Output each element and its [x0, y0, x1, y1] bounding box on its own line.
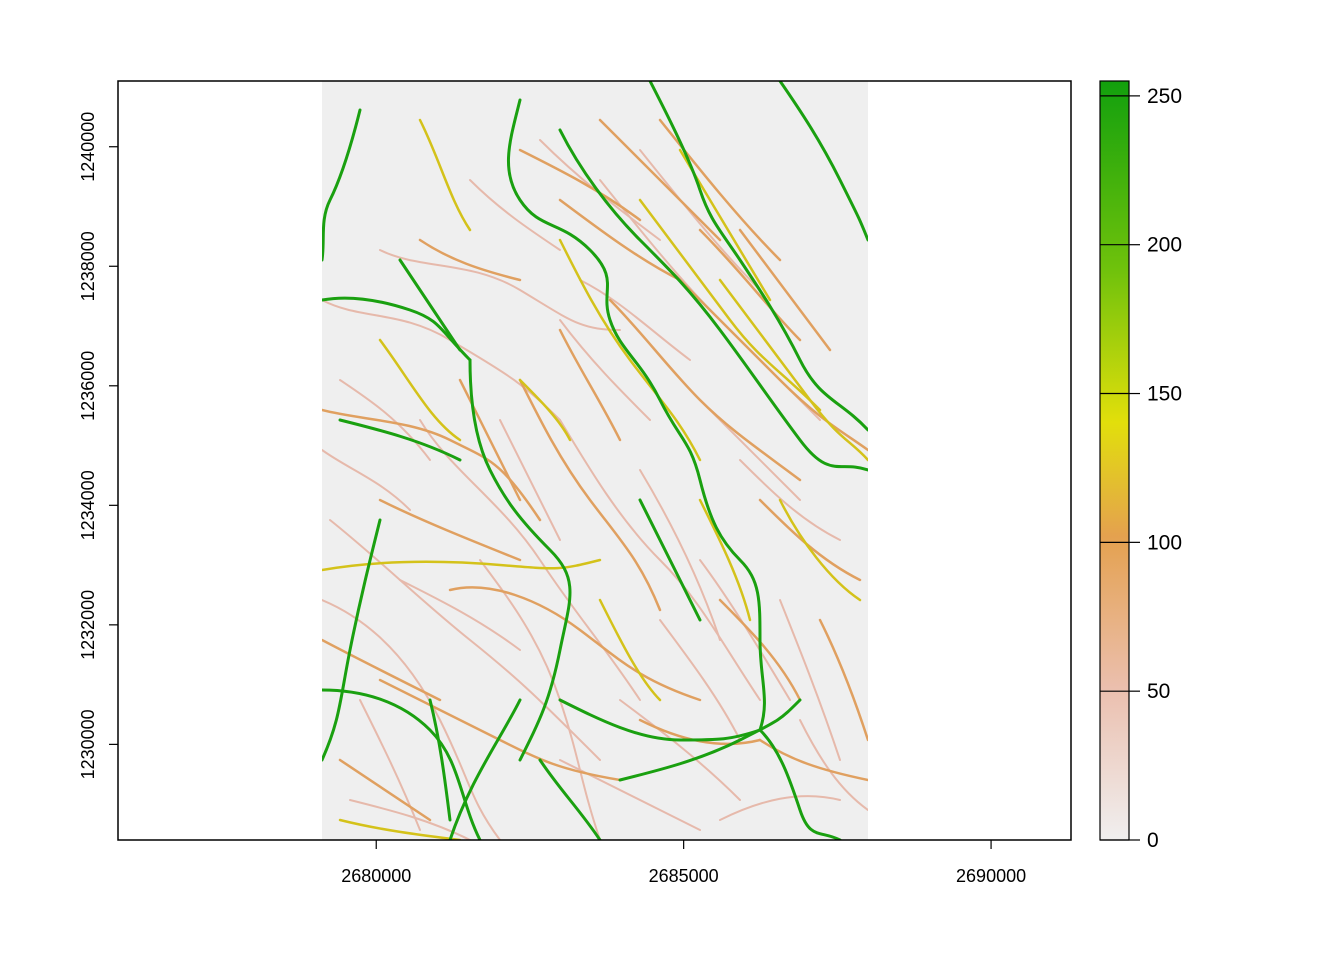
- y-tick-label: 1230000: [78, 709, 98, 779]
- y-tick-label: 1240000: [78, 112, 98, 182]
- legend-tick-label: 250: [1147, 85, 1182, 108]
- road-network: [322, 81, 868, 840]
- y-tick-label: 1236000: [78, 351, 98, 421]
- y-axis: 1230000 1232000 1234000 1236000 1238000 12400…: [78, 112, 118, 779]
- plot-frame: [117, 80, 1072, 841]
- x-tick-label: 2685000: [649, 866, 719, 886]
- legend-tick-label: 150: [1147, 383, 1182, 406]
- color-legend: 0 50 100 150 200 250: [1099, 80, 1182, 852]
- legend-tick-label: 100: [1147, 531, 1182, 554]
- x-tick-label: 2690000: [956, 866, 1026, 886]
- y-tick-label: 1234000: [78, 470, 98, 540]
- y-tick-label: 1238000: [78, 231, 98, 301]
- y-tick-label: 1232000: [78, 590, 98, 660]
- legend-tick-label: 200: [1147, 234, 1182, 257]
- x-tick-label: 2680000: [341, 866, 411, 886]
- raster-extent: [322, 81, 868, 840]
- x-axis: 2680000 2685000 2690000: [341, 840, 1026, 886]
- legend-tick-label: 50: [1147, 680, 1170, 703]
- legend-colorbar: [1099, 80, 1130, 841]
- legend-tick-label: 0: [1147, 829, 1159, 852]
